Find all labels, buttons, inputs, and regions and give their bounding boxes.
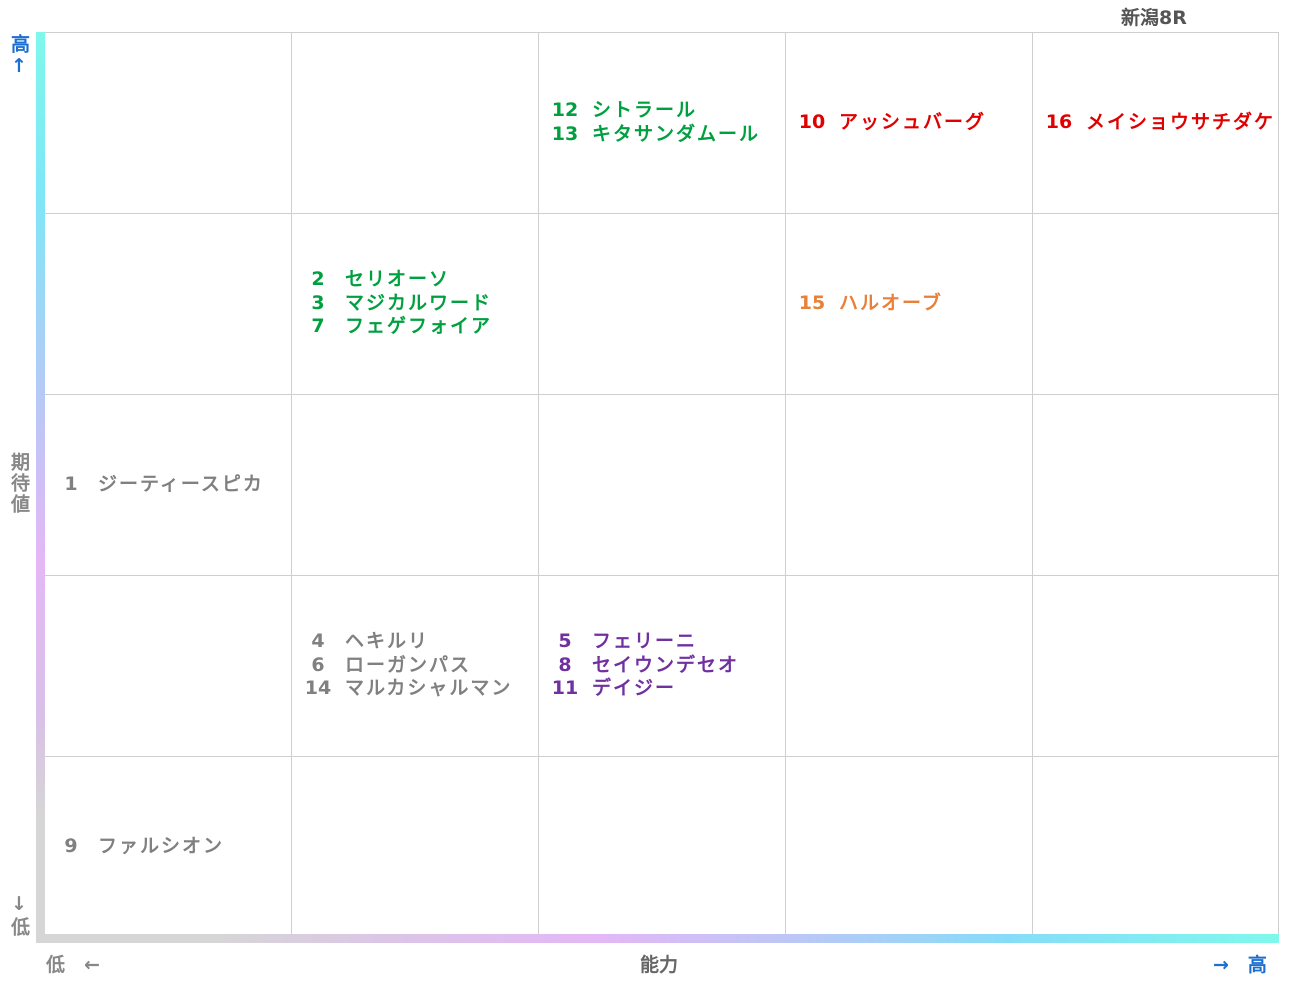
horse-name: フェリーニ	[592, 630, 698, 653]
horse-number: 5	[558, 630, 572, 653]
horse-number: 7	[311, 315, 325, 338]
horse-name: ハルオーブ	[839, 291, 943, 314]
y-axis-bar	[36, 32, 45, 943]
grid-hline	[44, 213, 1279, 214]
horse-entry: 2 セリオーソ	[303, 268, 450, 292]
horse-name: ファルシオン	[98, 834, 225, 857]
horse-entry: 15 ハルオーブ	[797, 292, 943, 316]
horse-name: ジーティースピカ	[98, 472, 264, 495]
x-axis-high-label: → 高	[1213, 954, 1267, 976]
horse-number: 14	[304, 677, 332, 700]
horse-name: ヘキルリ	[345, 630, 430, 653]
horse-entry: 11 デイジー	[550, 677, 676, 701]
horse-number: 13	[551, 122, 579, 145]
grid-vline	[1278, 32, 1279, 937]
grid-hline	[44, 32, 1279, 33]
horse-entry: 7 フェゲフォイア	[303, 315, 492, 339]
x-axis-low-label: 低 ←	[46, 954, 100, 976]
horse-name: セイウンデセオ	[592, 653, 740, 676]
grid-hline	[44, 575, 1279, 576]
horse-name: ローガンパス	[345, 653, 472, 676]
grid-vline	[785, 32, 786, 937]
horse-number: 6	[311, 653, 325, 676]
grid-vline	[1032, 32, 1033, 937]
horse-entry: 10 アッシュバーグ	[797, 111, 986, 135]
horse-name: セリオーソ	[345, 268, 451, 291]
horse-name: マジカルワード	[345, 291, 493, 314]
x-axis-bar	[36, 934, 1279, 943]
y-axis-low-label: ↓低	[8, 893, 30, 938]
horse-entry: 9 ファルシオン	[56, 835, 224, 859]
horse-name: デイジー	[592, 677, 677, 700]
x-axis-label: 能力	[640, 954, 679, 976]
horse-name: シトラール	[592, 99, 698, 121]
y-axis-high-label: 高↑	[8, 34, 30, 79]
horse-number: 1	[64, 472, 78, 495]
grid-vline	[538, 32, 539, 937]
horse-number: 15	[798, 291, 826, 314]
horse-number: 9	[64, 834, 78, 857]
horse-number: 2	[311, 268, 325, 291]
horse-number: 4	[311, 630, 325, 653]
horse-entry: 13 キタサンダムール	[550, 123, 760, 147]
y-axis-label: 期待値	[8, 452, 30, 515]
horse-entry: 1 ジーティースピカ	[56, 473, 264, 497]
horse-name: アッシュバーグ	[839, 110, 987, 133]
horse-entry: 12 シトラール	[550, 99, 697, 123]
horse-number: 8	[558, 653, 572, 676]
plot-grid: 12 シトラール 13 キタサンダムール 10 アッシュバーグ 16 メイショウサチダケ 2 セリ…	[44, 32, 1279, 937]
horse-entry: 6 ローガンパス	[303, 654, 471, 678]
horse-entry: 14 マルカシャルマン	[303, 677, 512, 701]
grid-hline	[44, 756, 1279, 757]
horse-name: マルカシャルマン	[345, 677, 513, 700]
chart-title: 新潟8R	[1121, 7, 1187, 29]
grid-hline	[44, 394, 1279, 395]
horse-name: メイショウサチダケ	[1086, 110, 1276, 133]
horse-number: 16	[1045, 110, 1073, 133]
horse-entry: 16 メイショウサチダケ	[1044, 111, 1275, 135]
horse-name: フェゲフォイア	[345, 315, 493, 338]
grid-vline	[291, 32, 292, 937]
horse-number: 11	[551, 677, 579, 700]
horse-entry: 5 フェリーニ	[550, 630, 697, 654]
horse-name: キタサンダムール	[592, 122, 761, 145]
horse-number: 12	[551, 99, 579, 121]
horse-number: 3	[311, 291, 325, 314]
horse-entry: 8 セイウンデセオ	[550, 654, 739, 678]
horse-entry: 3 マジカルワード	[303, 292, 492, 316]
horse-number: 10	[798, 110, 826, 133]
horse-entry: 4 ヘキルリ	[303, 630, 429, 654]
